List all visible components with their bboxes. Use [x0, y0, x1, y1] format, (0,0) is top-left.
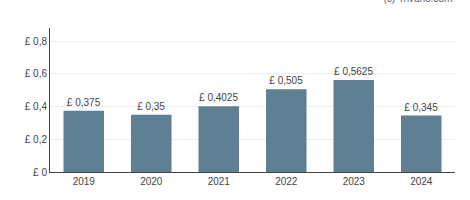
svg-text:£ 0,345: £ 0,345: [404, 102, 438, 113]
svg-text:(c) Trivano.com: (c) Trivano.com: [384, 0, 453, 4]
svg-text:£ 0,4: £ 0,4: [25, 101, 48, 112]
svg-text:2019: 2019: [73, 176, 96, 187]
svg-text:£ 0,8: £ 0,8: [25, 36, 48, 47]
svg-text:£ 0,5625: £ 0,5625: [334, 66, 373, 77]
svg-text:£ 0,375: £ 0,375: [67, 97, 101, 108]
svg-text:£ 0,6: £ 0,6: [25, 68, 48, 79]
svg-text:2023: 2023: [343, 176, 366, 187]
svg-text:2024: 2024: [410, 176, 433, 187]
svg-text:£ 0: £ 0: [33, 167, 47, 178]
svg-text:£ 0,4025: £ 0,4025: [199, 92, 238, 103]
svg-text:£ 0,2: £ 0,2: [25, 134, 48, 145]
svg-text:£ 0,35: £ 0,35: [137, 101, 165, 112]
svg-text:2020: 2020: [140, 176, 163, 187]
svg-text:2022: 2022: [275, 176, 298, 187]
svg-text:2021: 2021: [208, 176, 231, 187]
svg-text:£ 0,505: £ 0,505: [269, 75, 303, 86]
